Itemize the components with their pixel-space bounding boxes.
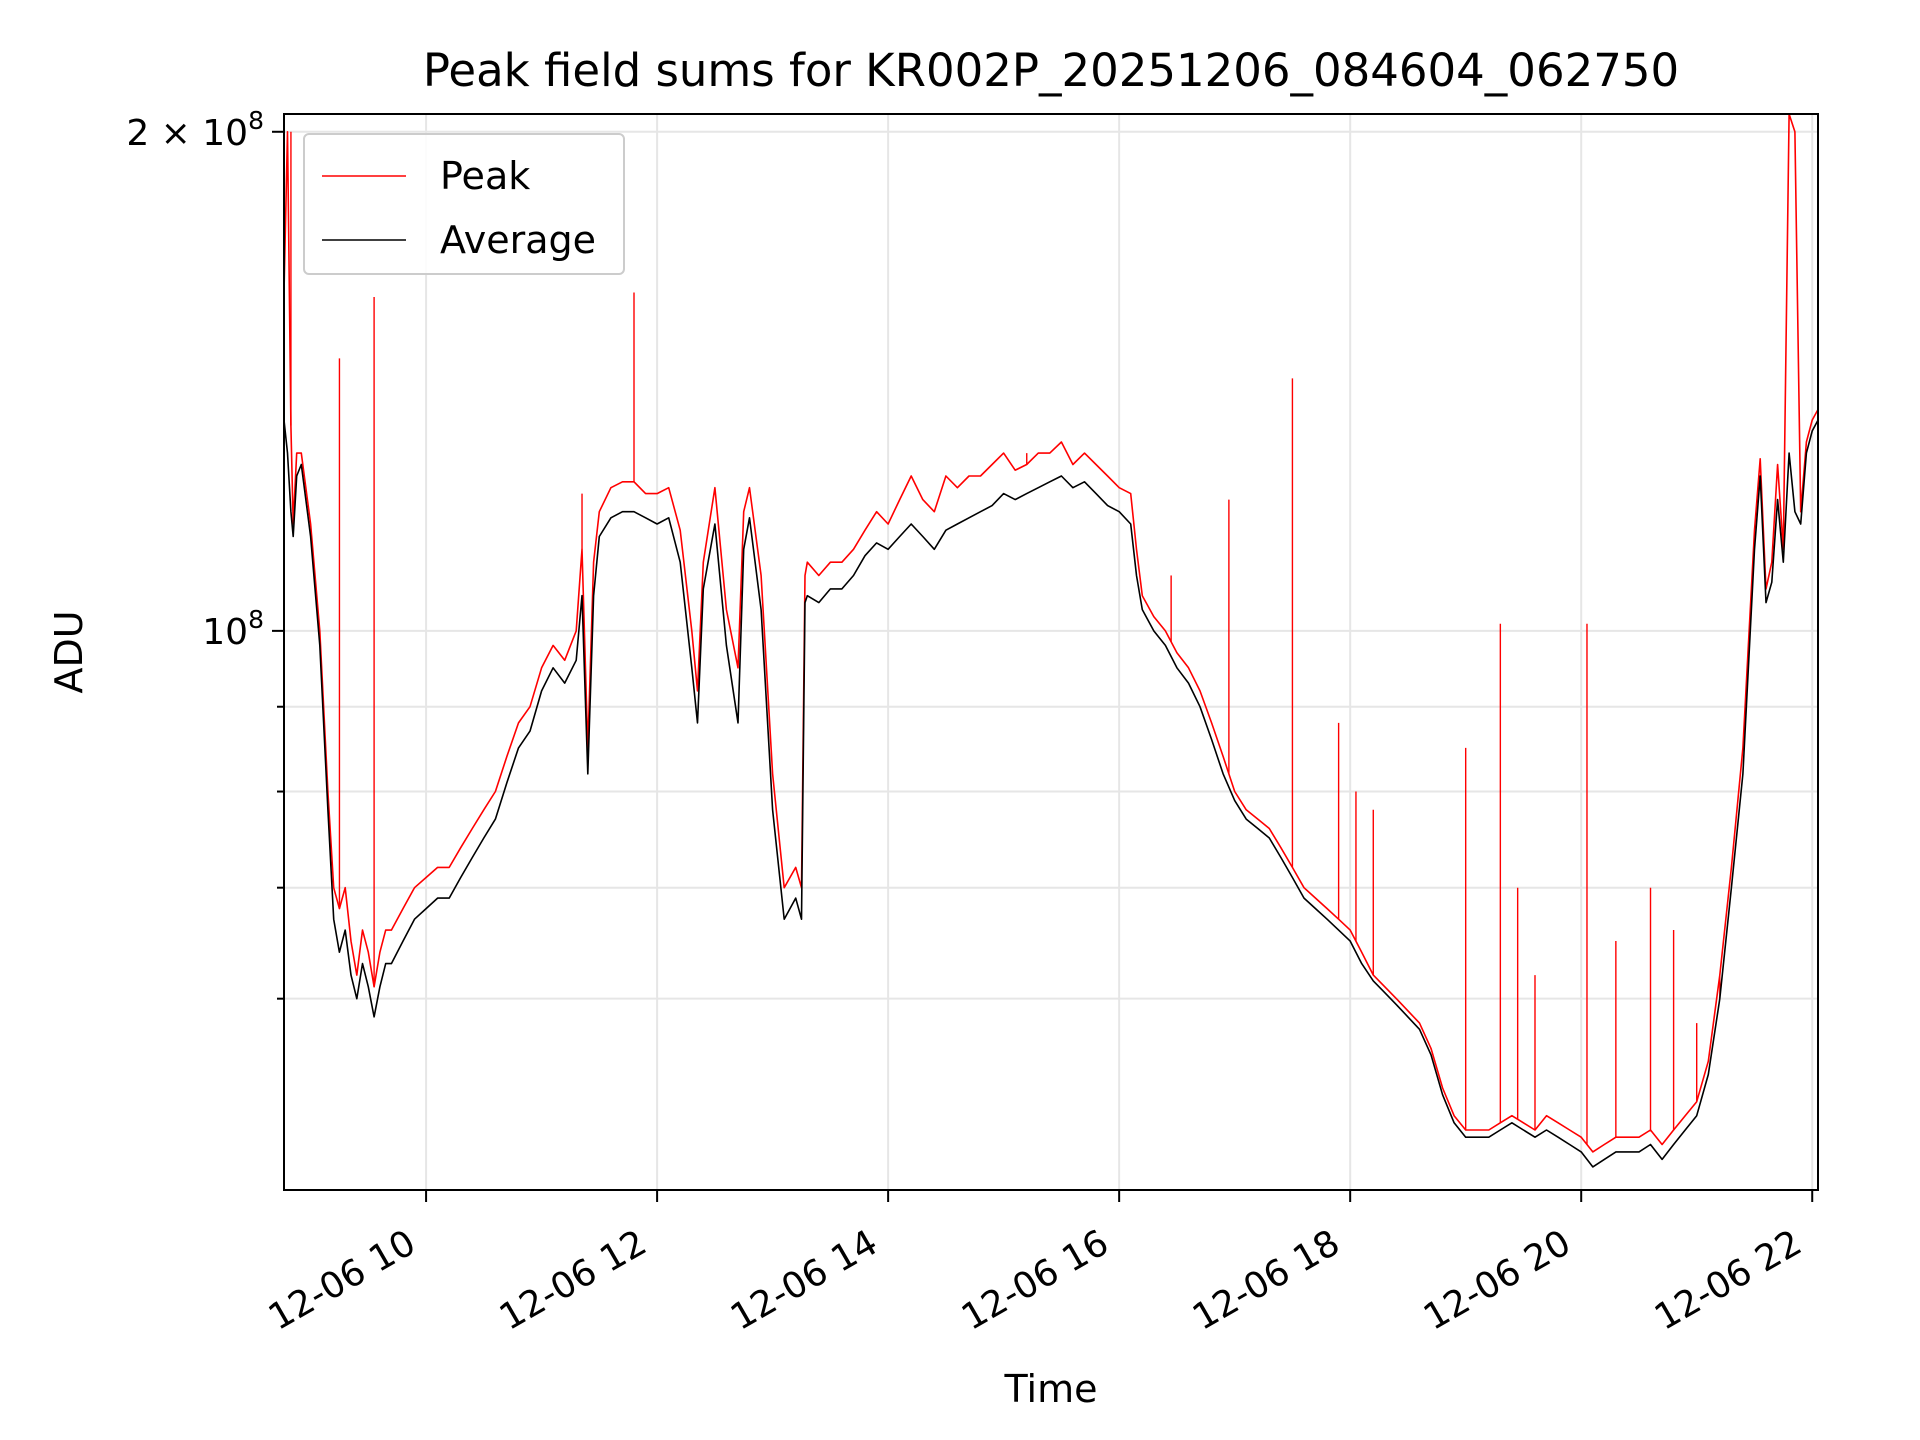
- series-line-peak: [283, 113, 1819, 1153]
- legend-box: [303, 133, 625, 275]
- legend: Peak Average: [303, 133, 625, 275]
- chart-title: Peak field sums for KR002P_20251206_0846…: [423, 44, 1679, 97]
- grid-lines: [284, 114, 1818, 1190]
- legend-label-peak: Peak: [440, 154, 530, 198]
- x-axis-label: Time: [1004, 1367, 1098, 1411]
- y-tick-label: 108: [202, 605, 264, 653]
- plot-frame: [283, 113, 1819, 1191]
- y-axis-label: ADU: [47, 610, 91, 693]
- legend-label-average: Average: [440, 218, 596, 262]
- y-tick-label: 2 × 108: [126, 106, 264, 154]
- series-lines: [283, 113, 1819, 1168]
- series-line-average: [283, 419, 1819, 1168]
- y-axis: 108 2 × 108: [126, 106, 284, 1000]
